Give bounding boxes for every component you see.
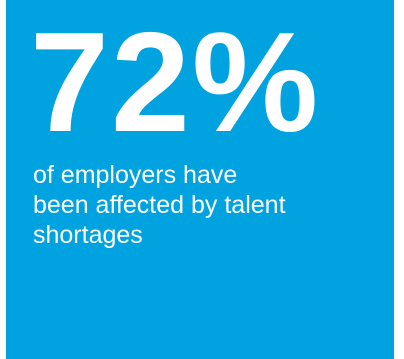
caption-line-2: been affected by talent <box>33 191 286 219</box>
caption-line-1: of employers have <box>33 161 238 189</box>
stat-caption: of employers have been affected by talen… <box>33 160 373 250</box>
caption-line-3: shortages <box>33 221 143 249</box>
stat-card: 72% of employers have been affected by t… <box>6 0 394 359</box>
stat-value: 72% <box>30 3 321 162</box>
